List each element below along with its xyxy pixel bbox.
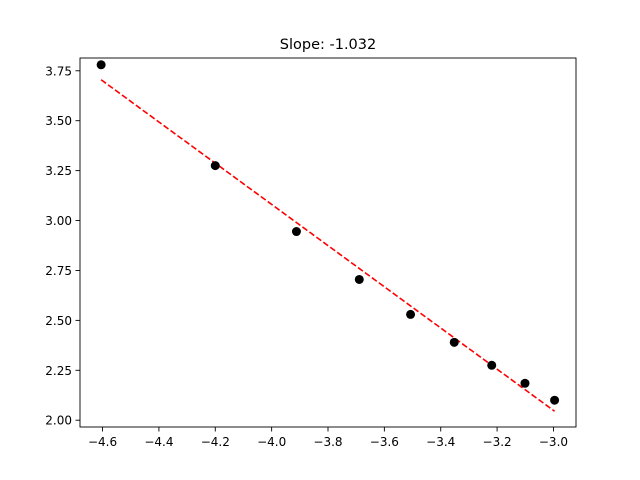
data-point-9 [550, 395, 560, 405]
x-tick-label: −3.6 [370, 435, 399, 449]
data-point-1 [96, 60, 106, 70]
data-point-8 [520, 378, 530, 388]
x-tick-label: −3.4 [426, 435, 455, 449]
y-tick-label: 2.25 [45, 364, 72, 378]
chart-title: Slope: -1.032 [280, 37, 376, 53]
data-point-5 [406, 309, 416, 319]
x-tick-label: −3.2 [483, 435, 512, 449]
y-tick-label: 2.50 [45, 314, 72, 328]
data-point-6 [449, 337, 459, 347]
fit-line [100, 79, 556, 412]
y-tick-label: 2.75 [45, 264, 72, 278]
y-tick-label: 3.00 [45, 214, 72, 228]
data-point-7 [487, 360, 497, 370]
x-tick-label: −4.0 [257, 435, 286, 449]
data-point-4 [354, 274, 364, 284]
data-point-2 [210, 161, 220, 171]
x-tick-label: −3.8 [313, 435, 342, 449]
y-tick-label: 3.75 [45, 64, 72, 78]
x-tick-label: −4.2 [201, 435, 230, 449]
y-tick-label: 2.00 [45, 414, 72, 428]
x-tick-label: −3.0 [539, 435, 568, 449]
y-tick-label: 3.50 [45, 114, 72, 128]
x-tick-label: −4.4 [144, 435, 173, 449]
x-tick-label: −4.6 [88, 435, 117, 449]
y-tick-label: 3.25 [45, 164, 72, 178]
plot-area: −4.6 −4.4 −4.2 −4.0 −3.8 −3.6 −3.4 −3.2 −3.0 2.00… [45, 57, 577, 449]
data-point-3 [291, 227, 301, 237]
